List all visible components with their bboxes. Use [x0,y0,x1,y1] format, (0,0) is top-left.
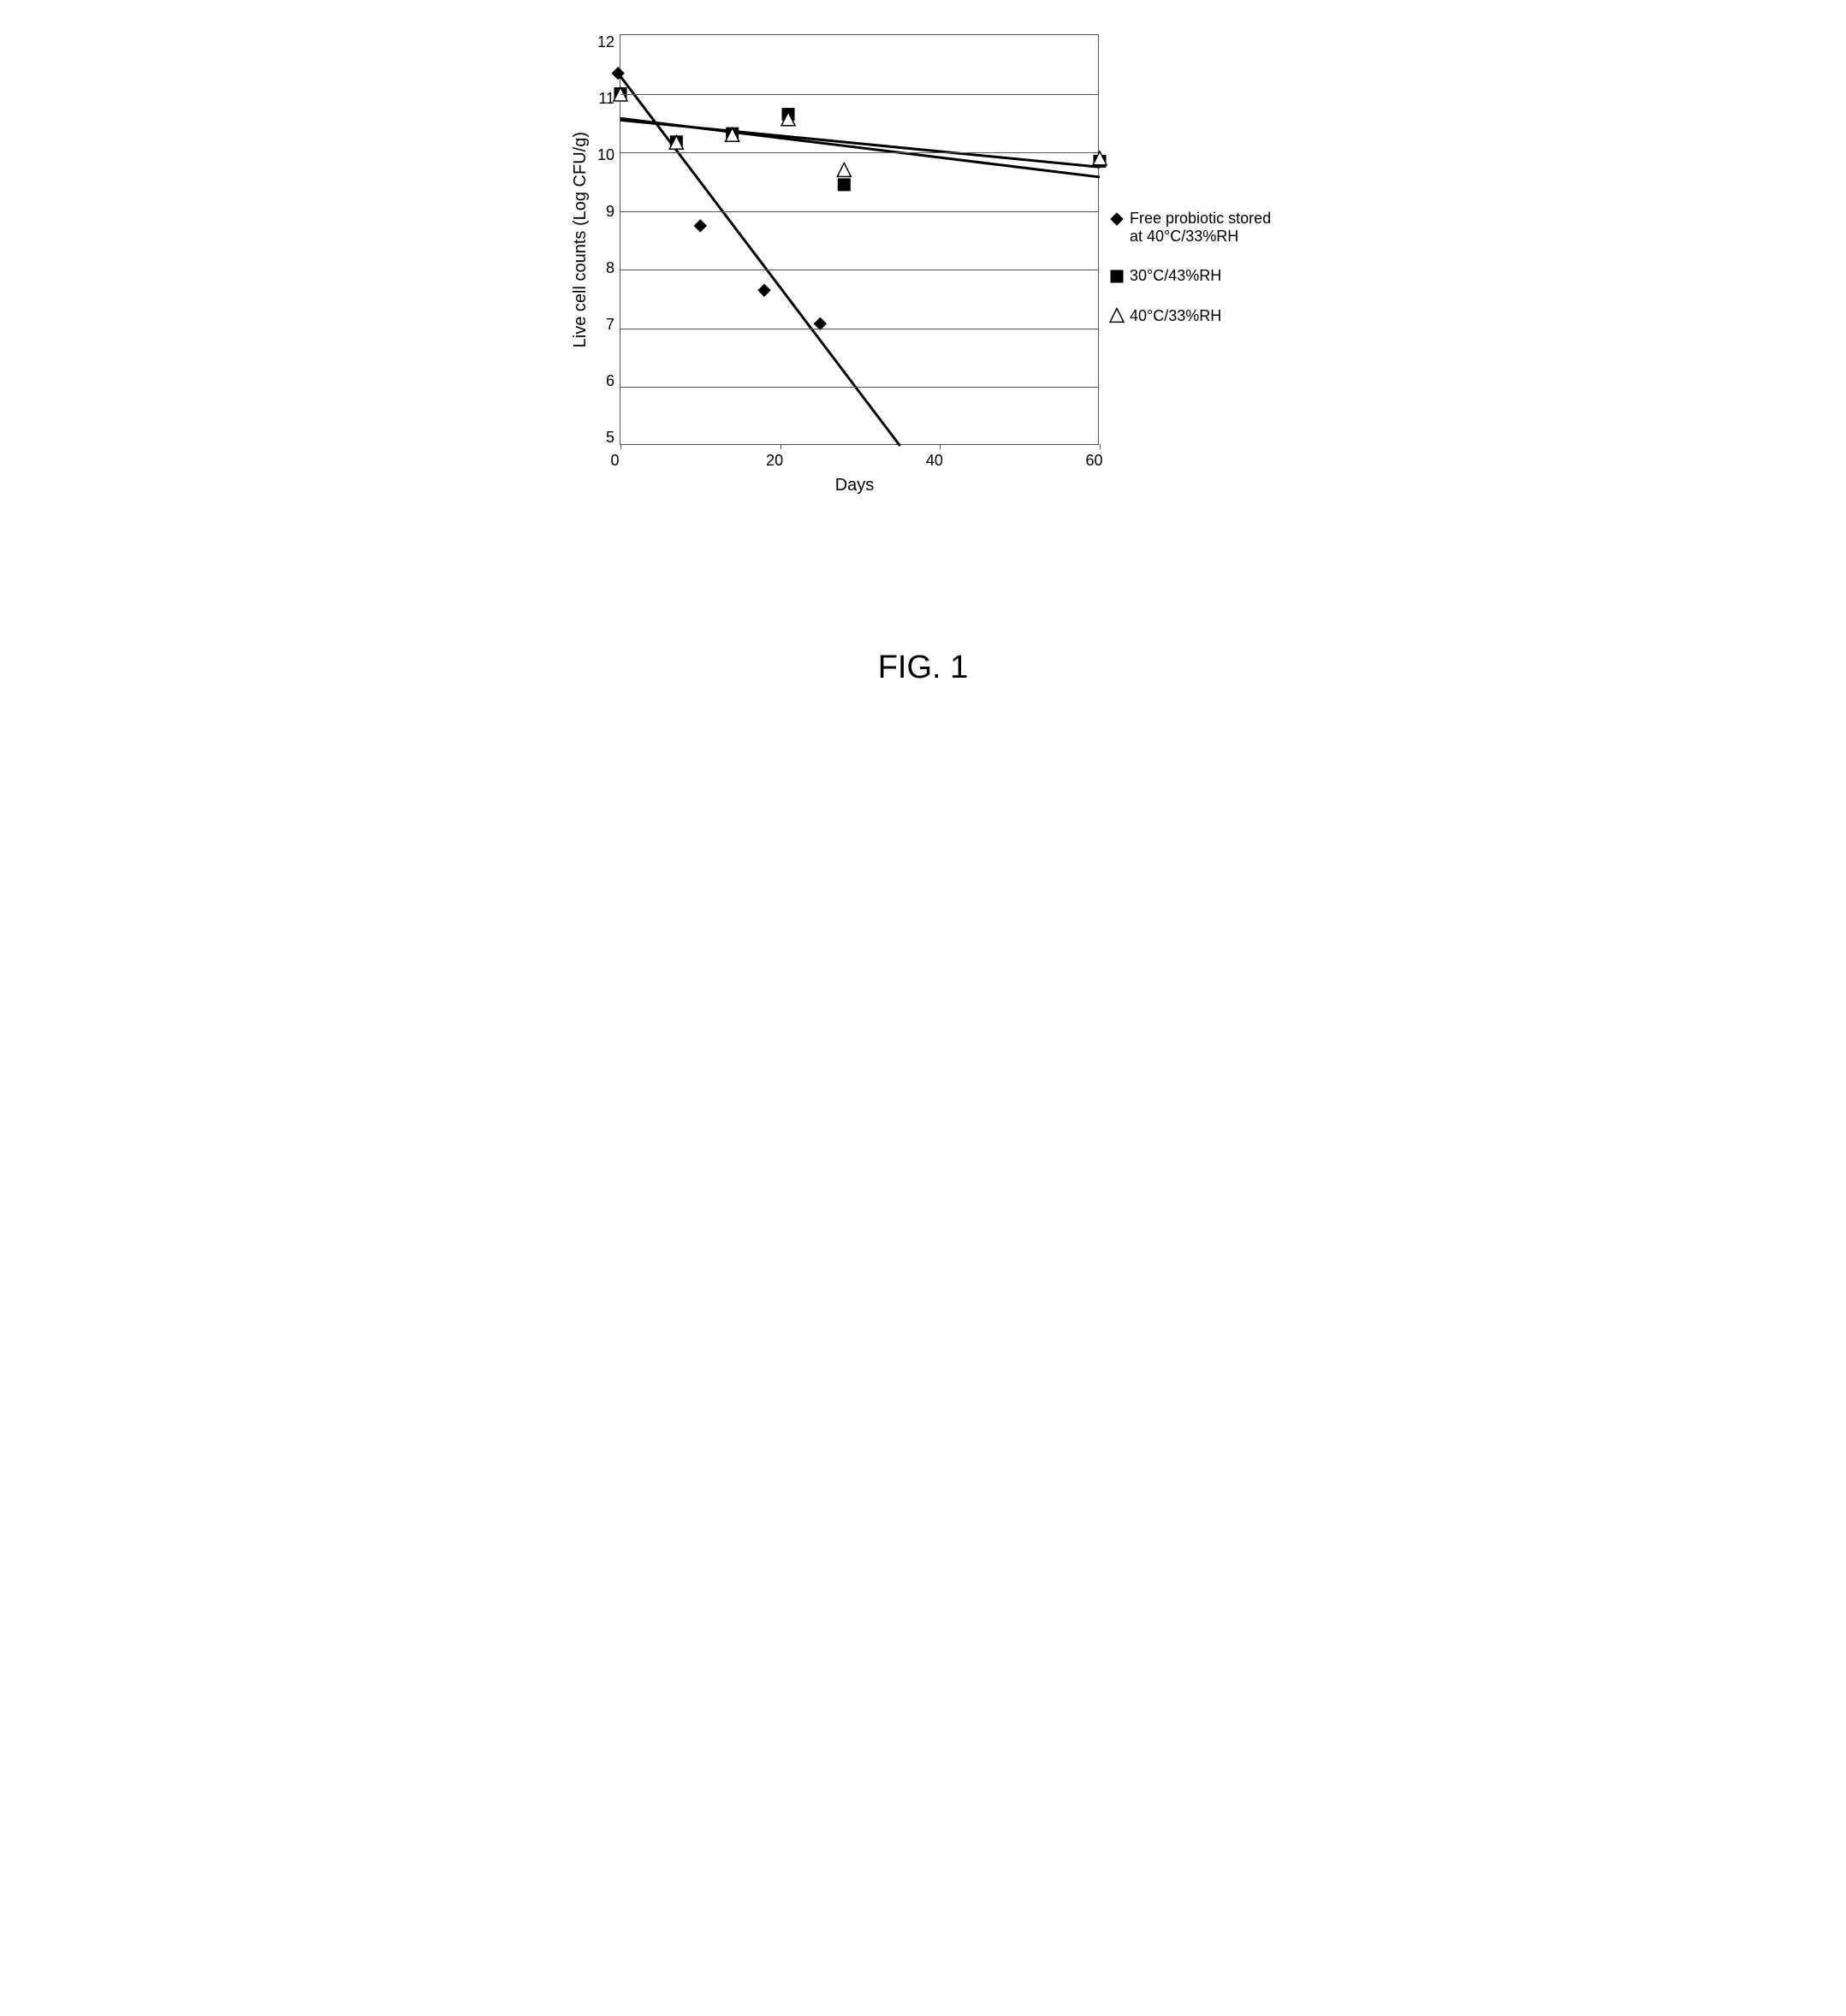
y-tick-label: 12 [597,34,614,50]
gridline [620,387,1098,388]
x-axis-label: Days [835,476,875,495]
y-tick-label: 8 [606,260,614,276]
y-axis-label: Live cell counts (Log CFU/g) [571,132,591,347]
plot-area [620,34,1099,445]
y-tick-label: 6 [606,373,614,388]
chart-with-labels: Live cell counts (Log CFU/g) 12 11 10 9 8 7 6 5… [571,34,1099,495]
x-tick-label: 0 [610,452,619,470]
legend: Free probiotic stored at 40°C/33%RH 30°C/… [1109,210,1275,325]
y-tick-label: 11 [598,91,614,106]
figure-caption: FIG. 1 [878,649,969,686]
x-axis-ticks: 0204060 [615,452,1095,472]
legend-item: 40°C/33%RH [1109,307,1275,325]
trendline [620,120,1100,167]
diamond-icon [1109,211,1125,227]
y-tick-label: 9 [606,204,614,219]
y-axis-ticks: 12 11 10 9 8 7 6 5 [597,34,614,445]
x-tick-label: 40 [926,452,943,470]
legend-label: 40°C/33%RH [1130,307,1221,325]
x-tick-mark [1100,444,1101,449]
chart-main: Live cell counts (Log CFU/g) 12 11 10 9 8 7 6 5 [571,34,1099,445]
legend-item: Free probiotic stored at 40°C/33%RH [1109,210,1275,245]
triangle-icon [1109,309,1125,324]
x-tick-label: 60 [1085,452,1102,470]
gridline [620,211,1098,212]
gridline [620,152,1098,153]
gridline [620,94,1098,95]
y-tick-label: 10 [597,147,614,163]
chart-wrapper: Live cell counts (Log CFU/g) 12 11 10 9 8 7 6 5… [571,34,1275,495]
legend-label: Free probiotic stored at 40°C/33%RH [1130,210,1275,245]
x-tick-mark [620,444,621,449]
trendline [618,74,899,446]
legend-label: 30°C/43%RH [1130,267,1221,285]
legend-item: 30°C/43%RH [1109,267,1275,285]
square-icon [1109,269,1125,284]
x-tick-label: 20 [766,452,783,470]
data-marker [838,179,850,191]
plot-svg [620,35,1098,444]
y-tick-label: 5 [606,430,614,445]
y-tick-label: 7 [606,317,614,332]
data-marker [694,220,706,232]
data-marker [758,284,770,296]
x-tick-mark [940,444,941,449]
data-marker [837,163,851,177]
